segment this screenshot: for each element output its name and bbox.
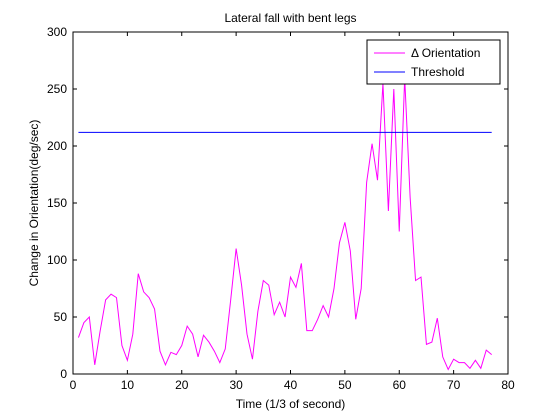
legend-box bbox=[366, 39, 501, 85]
legend-entry: Δ Orientation bbox=[411, 46, 480, 60]
y-tick-label: 300 bbox=[47, 25, 67, 39]
legend-entry: Threshold bbox=[411, 65, 464, 79]
x-tick-label: 10 bbox=[121, 378, 135, 392]
y-tick-label: 0 bbox=[60, 367, 67, 381]
y-axis-label: Change in Orientation(deg/sec) bbox=[27, 120, 41, 287]
series-orientation-line bbox=[77, 77, 493, 371]
legend: Δ Orientation Threshold bbox=[366, 39, 501, 85]
chart-title: Lateral fall with bent legs bbox=[224, 11, 356, 25]
x-tick-label: 40 bbox=[284, 378, 298, 392]
y-tick-label: 250 bbox=[47, 82, 67, 96]
y-tick-label: 150 bbox=[47, 196, 67, 210]
x-tick-label: 70 bbox=[447, 378, 461, 392]
x-tick-label: 60 bbox=[393, 378, 407, 392]
x-tick-label: 50 bbox=[338, 378, 352, 392]
y-tick-label: 200 bbox=[47, 139, 67, 153]
x-tick-label: 0 bbox=[70, 378, 77, 392]
x-tick-label: 30 bbox=[229, 378, 243, 392]
x-tick-label: 80 bbox=[501, 378, 515, 392]
y-tick-label: 100 bbox=[47, 253, 67, 267]
series-layer bbox=[77, 77, 493, 371]
y-tick-label: 50 bbox=[54, 310, 68, 324]
x-axis: 0 10 20 30 40 50 60 70 80 bbox=[70, 32, 515, 392]
y-axis: 0 50 100 150 200 250 300 bbox=[47, 25, 508, 381]
plot-area bbox=[72, 31, 509, 375]
x-axis-label: Time (1/3 of second) bbox=[236, 397, 346, 411]
x-tick-label: 20 bbox=[175, 378, 189, 392]
